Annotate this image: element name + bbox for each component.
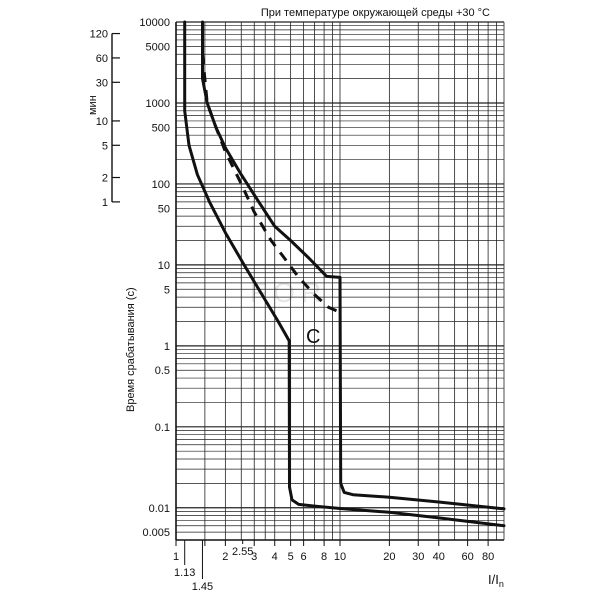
x-special-tick-label: 1.13	[174, 567, 195, 579]
x-tick-label: 6	[301, 551, 307, 563]
x-special-tick-label: 1.45	[192, 581, 213, 593]
curve-upper-bound	[201, 20, 506, 511]
axes	[111, 22, 504, 579]
y-tick-label: 5	[164, 284, 170, 296]
curve-lower-bound	[183, 20, 506, 528]
x-tick-label: 60	[461, 551, 473, 563]
minutes-tick-label: 30	[96, 77, 108, 89]
tick-labels: 12060301052110000500010005001005010510.5…	[90, 17, 495, 593]
y-tick-label: 5000	[146, 41, 170, 53]
x-tick-label: 30	[412, 551, 424, 563]
minutes-tick-label: 1	[102, 197, 108, 209]
minutes-tick-label: 60	[96, 53, 108, 65]
y-axis-title: Время срабатывания (с)	[125, 287, 137, 412]
minutes-tick-label: 120	[90, 29, 108, 41]
chart-title: При температуре окружающей среды +30 °C	[261, 7, 490, 19]
y-tick-label: 100	[152, 179, 170, 191]
x-axis-title: I/In	[488, 572, 504, 589]
curve-middle-curve	[201, 54, 341, 314]
curves	[183, 20, 506, 528]
x-tick-label: 4	[272, 551, 278, 563]
y-axis-minutes-title: мин	[87, 95, 99, 115]
y-tick-label: 10	[158, 260, 170, 272]
x-tick-label: 40	[433, 551, 445, 563]
x-tick-label: 1	[173, 551, 179, 563]
x-tick-label: 8	[321, 551, 327, 563]
y-tick-label: 500	[152, 122, 170, 134]
x-tick-label: 20	[383, 551, 395, 563]
x-tick-label: 2	[222, 551, 228, 563]
y-tick-label: 0.5	[155, 365, 170, 377]
curve-label-c: C	[306, 326, 320, 348]
y-tick-label: 1000	[146, 98, 170, 110]
y-tick-label: 10000	[139, 17, 170, 29]
y-tick-label: 0.005	[142, 527, 170, 539]
minutes-tick-label: 2	[102, 173, 108, 185]
y-tick-label: 0.01	[149, 503, 170, 515]
minutes-tick-label: 10	[96, 116, 108, 128]
x-tick-label: 5	[288, 551, 294, 563]
x-tick-label: 3	[251, 551, 257, 563]
x-tick-label: 10	[334, 551, 346, 563]
x-special-tick-label: 2.55	[232, 546, 253, 558]
y-tick-label: 1	[164, 341, 170, 353]
y-tick-label: 0.1	[155, 422, 170, 434]
y-tick-label: 50	[158, 203, 170, 215]
grid-lines	[175, 21, 505, 541]
x-tick-label: 80	[482, 551, 494, 563]
minutes-tick-label: 5	[102, 140, 108, 152]
